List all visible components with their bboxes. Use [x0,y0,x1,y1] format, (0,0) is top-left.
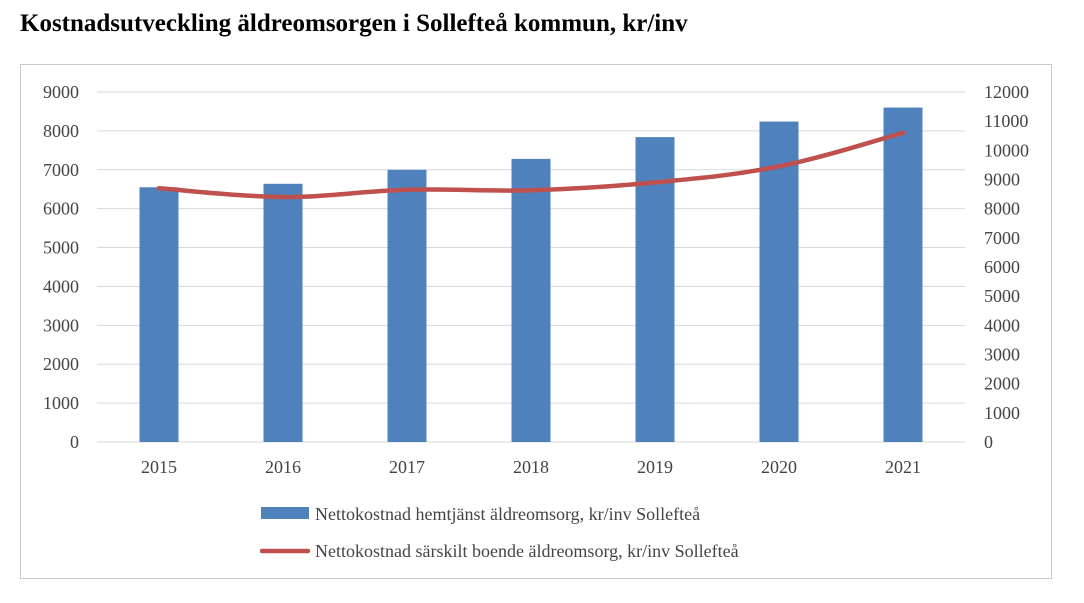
y-right-tick-label: 4000 [984,315,1020,335]
y-right-tick-label: 10000 [984,140,1029,160]
y-right-tick-label: 7000 [984,228,1020,248]
y-left-tick-label: 2000 [43,354,79,374]
x-tick-label: 2020 [761,457,797,477]
y-left-tick-label: 5000 [43,238,79,258]
x-tick-label: 2016 [265,457,301,477]
legend-swatch-bar [261,507,309,519]
y-right-tick-label: 9000 [984,170,1020,190]
x-tick-label: 2015 [141,457,177,477]
y-right-tick-label: 6000 [984,257,1020,277]
y-left-tick-label: 8000 [43,121,79,141]
y-right-tick-label: 1000 [984,403,1020,423]
bar-hemtjanst [883,107,923,443]
x-tick-label: 2021 [885,457,921,477]
bar-hemtjanst [511,158,551,442]
y-left-tick-label: 1000 [43,393,79,413]
y-right-tick-label: 5000 [984,286,1020,306]
y-left-tick-label: 4000 [43,276,79,296]
y-right-tick-label: 2000 [984,374,1020,394]
bar-hemtjanst [759,121,799,443]
y-left-tick-label: 9000 [43,82,79,102]
y-right-tick-label: 11000 [984,111,1028,131]
bar-hemtjanst [139,187,179,442]
chart-frame: 0 1000 2000 3000 4000 5000 6000 7000 8000 9000 0 10… [20,64,1052,579]
bar-hemtjanst [635,137,675,442]
y-left-tick-label: 3000 [43,315,79,335]
y-right-tick-label: 0 [984,432,993,452]
y-right-tick-label: 12000 [984,82,1029,102]
legend-label-bar: Nettokostnad hemtjänst äldreomsorg, kr/i… [315,504,700,524]
legend-label-line: Nettokostnad särskilt boende äldreomsorg… [315,541,739,561]
combo-chart: 0 1000 2000 3000 4000 5000 6000 7000 8000 9000 0 10… [43,82,1029,561]
y-left-tick-label: 6000 [43,199,79,219]
y-left-tick-label: 0 [70,432,79,452]
y-left-tick-label: 7000 [43,160,79,180]
bar-hemtjanst [263,183,303,442]
x-tick-label: 2019 [637,457,673,477]
y-right-tick-label: 8000 [984,199,1020,219]
x-tick-label: 2017 [389,457,425,477]
y-right-tick-label: 3000 [984,345,1020,365]
x-tick-label: 2018 [513,457,549,477]
chart-title: Kostnadsutveckling äldreomsorgen i Solle… [20,10,688,37]
bar-hemtjanst [387,169,427,442]
